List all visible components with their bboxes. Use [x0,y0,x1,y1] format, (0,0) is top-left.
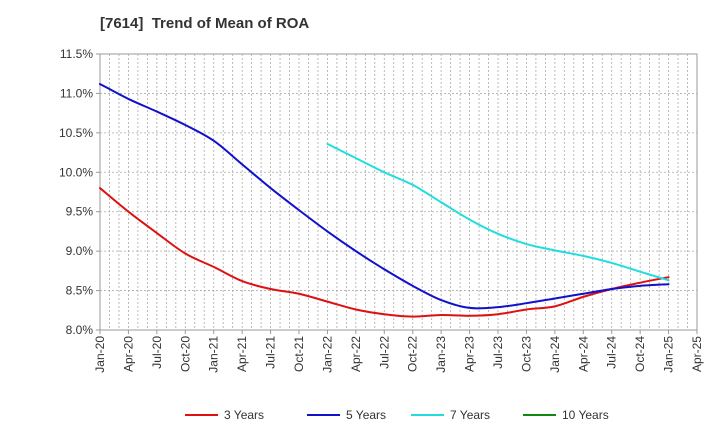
x-tick-label: Oct-21 [292,336,306,372]
x-tick-label: Jan-24 [548,336,562,373]
legend-label-5-years: 5 Years [346,408,386,422]
x-tick-label: Jan-25 [662,336,676,373]
y-tick-label: 8.5% [66,284,94,298]
x-tick-label: Oct-23 [519,336,533,372]
x-tick-label: Jul-20 [150,336,164,369]
legend-label-3-years: 3 Years [224,408,264,422]
series-line-5-years [99,82,670,310]
legend-label-7-years: 7 Years [450,408,490,422]
x-tick-label: Apr-23 [463,336,477,372]
x-tick-label: Apr-20 [121,336,135,372]
x-tick-label: Jan-23 [434,336,448,373]
y-tick-label: 10.0% [59,165,93,179]
x-tick-label: Apr-22 [349,336,363,372]
series-line-7-years [326,142,670,282]
y-tick-label: 9.5% [66,205,94,219]
chart-title: [7614] Trend of Mean of ROA [100,15,310,32]
series-line-3-years [99,187,670,318]
x-tick-label: Apr-21 [235,336,249,372]
x-tick-label: Jul-21 [264,336,278,369]
x-tick-label: Jan-22 [320,336,334,373]
x-tick-label: Jul-23 [491,336,505,369]
legend-label-10-years: 10 Years [562,408,609,422]
y-axis: 8.0% 8.5% 9.0% 9.5% 10.0% 10.5% 11.0% 11.5% [59,47,100,337]
x-tick-label: Oct-24 [633,336,647,372]
y-tick-label: 10.5% [59,126,93,140]
x-tick-label: Oct-22 [406,336,420,372]
y-tick-label: 11.0% [60,86,93,100]
legend: 3 Years 5 Years 7 Years 10 Years [185,408,609,422]
x-tick-label: Apr-24 [576,336,590,372]
x-tick-label: Jul-24 [605,336,619,369]
x-tick-label: Oct-20 [178,336,192,372]
x-tick-label: Apr-25 [690,336,704,372]
x-tick-label: Jan-20 [93,336,107,373]
x-tick-label: Jul-22 [377,336,391,369]
x-tick-label: Jan-21 [207,336,221,373]
y-tick-label: 8.0% [66,323,94,337]
y-tick-label: 11.5% [60,47,93,61]
data-series [99,82,670,318]
plot-area [99,53,698,331]
x-axis: Jan-20 Apr-20 Jul-20 Oct-20 Jan-21 Apr-21 Jul-… [93,330,704,373]
y-tick-label: 9.0% [66,244,94,258]
grid-lines [100,54,697,330]
